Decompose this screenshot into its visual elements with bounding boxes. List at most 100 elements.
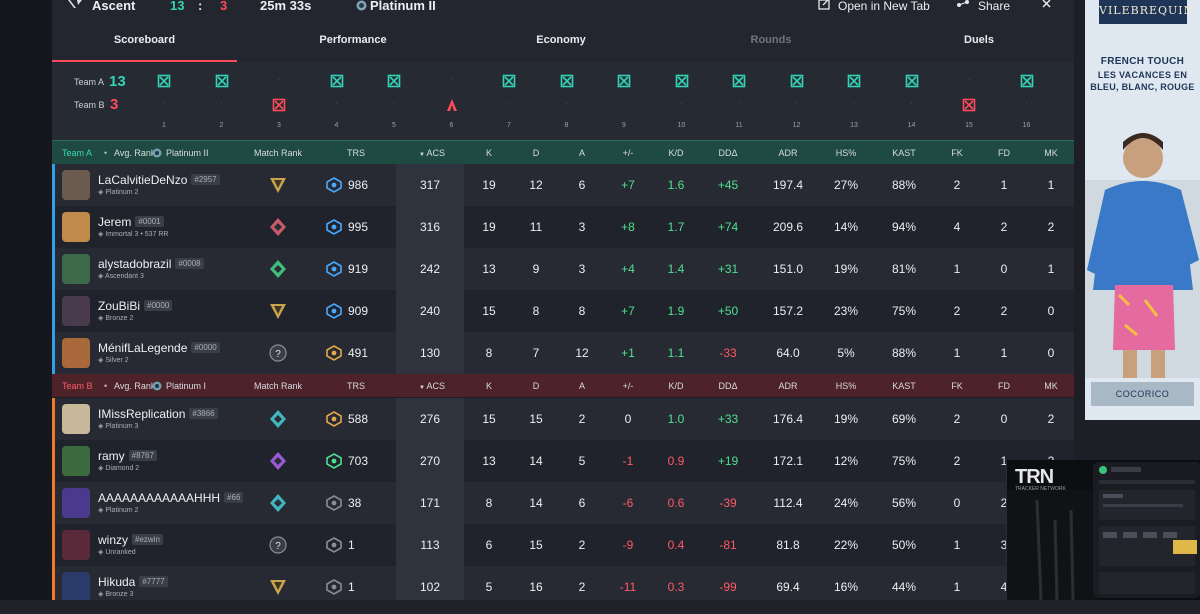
round-win-team-a-icon[interactable]: [215, 74, 229, 88]
advertisement[interactable]: VILEBREQUIN FRENCH TOUCH LES VACANCES EN…: [1085, 0, 1200, 420]
header-score-team-a: 13: [170, 0, 185, 13]
player-name[interactable]: MénifLaLegende: [98, 341, 188, 355]
player-name[interactable]: LaCalvitieDeNzo: [98, 173, 188, 187]
col-k[interactable]: K: [485, 148, 492, 158]
tab-duels[interactable]: Duels: [964, 34, 994, 46]
ad-cta-button[interactable]: COCORICO: [1091, 382, 1194, 406]
col-a[interactable]: A: [578, 148, 585, 158]
player-pm: 0: [624, 412, 632, 426]
col-mk[interactable]: MK: [1044, 148, 1058, 158]
round-win-team-a-icon[interactable]: [560, 74, 574, 88]
col-fk[interactable]: FK: [951, 148, 963, 158]
col-dda[interactable]: DDΔ: [718, 381, 738, 391]
player-name[interactable]: IMissReplication: [98, 407, 186, 421]
tracker-overlay[interactable]: TRN TRACKER NETWORK: [1006, 460, 1200, 600]
round-win-team-b-icon[interactable]: [272, 98, 286, 112]
col-mk[interactable]: MK: [1044, 381, 1058, 391]
player-name-line[interactable]: ramy #8767: [98, 449, 157, 463]
round-win-team-b-icon[interactable]: [962, 98, 976, 112]
col-fk[interactable]: FK: [951, 381, 963, 391]
player-name-line[interactable]: MénifLaLegende #0000: [98, 341, 220, 355]
player-name-line[interactable]: Jerem #0001: [98, 215, 164, 229]
close-icon[interactable]: [1042, 0, 1054, 8]
open-new-tab-button[interactable]: Open in New Tab: [838, 0, 930, 13]
team-a-rank-icon: [152, 148, 162, 158]
player-row[interactable]: LaCalvitieDeNzo #2957 ◈ Platinum 2 986 317 19…: [52, 164, 1074, 206]
col-fd[interactable]: FD: [998, 381, 1010, 391]
col-dda[interactable]: DDΔ: [718, 148, 738, 158]
player-name-line[interactable]: ZouBiBi #0000: [98, 299, 173, 313]
player-name-line[interactable]: alystadobrazil #0008: [98, 257, 204, 271]
acs-column-bg: [396, 164, 464, 206]
player-row[interactable]: ramy #8767 ◈ Diamond 2 703 270 13 14 5 -1 0.9 +19 1…: [52, 440, 1074, 482]
team-a-header: Team A • Avg. Rank: Platinum II Match Ra…: [52, 140, 1074, 164]
player-pm: +1: [621, 346, 635, 360]
player-adr: 197.4: [772, 178, 804, 192]
col-plus-minus[interactable]: +/-: [622, 148, 634, 158]
tab-economy[interactable]: Economy: [536, 34, 586, 46]
round-win-team-a-icon[interactable]: [732, 74, 746, 88]
tab-rounds[interactable]: Rounds: [750, 34, 792, 46]
player-row[interactable]: IMissReplication #3866 ◈ Platinum 3 588 276 1…: [52, 398, 1074, 440]
player-name-line[interactable]: Hikuda #7777: [98, 575, 168, 589]
col-kast[interactable]: KAST: [892, 148, 916, 158]
trs-icon: [326, 303, 342, 319]
trs-icon: [326, 579, 342, 595]
col-acs-sort[interactable]: ▼ ACS: [412, 141, 452, 167]
round-win-team-a-icon[interactable]: [502, 74, 516, 88]
player-name[interactable]: Hikuda: [98, 575, 136, 589]
round-win-team-a-icon[interactable]: [330, 74, 344, 88]
player-name[interactable]: ramy: [98, 449, 125, 463]
player-row[interactable]: Jerem #0001 ◈ Immortal 3 • 537 RR 995 316 19 1…: [52, 206, 1074, 248]
col-adr[interactable]: ADR: [778, 381, 798, 391]
col-kast[interactable]: KAST: [892, 381, 916, 391]
col-kd[interactable]: K/D: [668, 381, 684, 391]
col-k[interactable]: K: [485, 381, 492, 391]
tab-scoreboard[interactable]: Scoreboard: [52, 22, 237, 62]
player-row[interactable]: alystadobrazil #0008 ◈ Ascendant 3 919 242 13…: [52, 248, 1074, 290]
agent-avatar: [62, 254, 90, 284]
col-match-rank[interactable]: Match Rank: [253, 381, 303, 391]
col-trs[interactable]: TRS: [347, 381, 365, 391]
player-name-line[interactable]: IMissReplication #3866: [98, 407, 218, 421]
round-win-team-a-icon[interactable]: [1020, 74, 1034, 88]
round-win-team-a-icon[interactable]: [905, 74, 919, 88]
round-win-team-a-icon[interactable]: [387, 74, 401, 88]
col-plus-minus[interactable]: +/-: [622, 381, 634, 391]
player-name-line[interactable]: LaCalvitieDeNzo #2957: [98, 173, 220, 187]
round-win-team-b-icon[interactable]: [445, 98, 459, 112]
col-hs[interactable]: HS%: [835, 381, 857, 391]
player-k: 8: [485, 496, 493, 510]
col-match-rank[interactable]: Match Rank: [253, 148, 303, 158]
player-row[interactable]: MénifLaLegende #0000 ◈ Silver 2? 491 130 8 7 12…: [52, 332, 1074, 374]
col-trs[interactable]: TRS: [347, 148, 365, 158]
player-row[interactable]: winzy #ezwin ◈ Unranked? 1 113 6 15 2 -9 0.4 -81 81…: [52, 524, 1074, 566]
round-win-team-a-icon[interactable]: [157, 74, 171, 88]
col-hs[interactable]: HS%: [835, 148, 857, 158]
player-name[interactable]: ZouBiBi: [98, 299, 141, 313]
round-win-team-a-icon[interactable]: [617, 74, 631, 88]
player-name-line[interactable]: winzy #ezwin: [98, 533, 163, 547]
col-fd[interactable]: FD: [998, 148, 1010, 158]
player-name[interactable]: winzy: [98, 533, 129, 547]
share-button[interactable]: Share: [978, 0, 1011, 13]
player-name[interactable]: AAAAAAAAAAAAHHH: [98, 491, 221, 505]
player-row[interactable]: AAAAAAAAAAAAHHH #66 ◈ Platinum 2 38 171 8 14 6-…: [52, 482, 1074, 524]
round-win-team-a-icon[interactable]: [790, 74, 804, 88]
round-win-team-a-icon[interactable]: [847, 74, 861, 88]
col-d[interactable]: D: [532, 381, 540, 391]
player-name[interactable]: alystadobrazil: [98, 257, 172, 271]
col-acs-sort[interactable]: ▼ ACS: [412, 374, 452, 400]
agent-avatar: [62, 530, 90, 560]
player-name-line[interactable]: AAAAAAAAAAAAHHH #66: [98, 491, 244, 505]
col-d[interactable]: D: [532, 148, 540, 158]
col-kd[interactable]: K/D: [668, 148, 684, 158]
tab-performance[interactable]: Performance: [319, 34, 387, 46]
round-loss-marker: ·: [277, 76, 281, 83]
player-dda: +33: [717, 412, 739, 426]
round-win-team-a-icon[interactable]: [675, 74, 689, 88]
col-adr[interactable]: ADR: [778, 148, 798, 158]
col-a[interactable]: A: [578, 381, 585, 391]
player-name[interactable]: Jerem: [98, 215, 132, 229]
player-row[interactable]: ZouBiBi #0000 ◈ Bronze 2 909 240 15 8 8 +7 1.9 +50…: [52, 290, 1074, 332]
